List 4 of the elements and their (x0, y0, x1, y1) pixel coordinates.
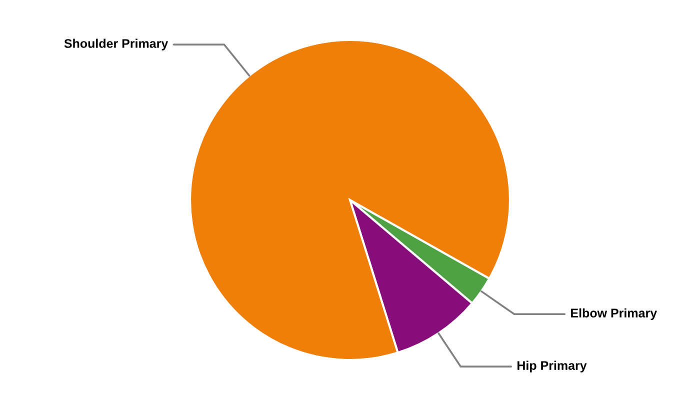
slice-label: Shoulder Primary (64, 38, 168, 50)
slice-label: Elbow Primary (571, 308, 657, 320)
slice-label: Hip Primary (518, 360, 587, 372)
pie-slice (188, 38, 512, 362)
